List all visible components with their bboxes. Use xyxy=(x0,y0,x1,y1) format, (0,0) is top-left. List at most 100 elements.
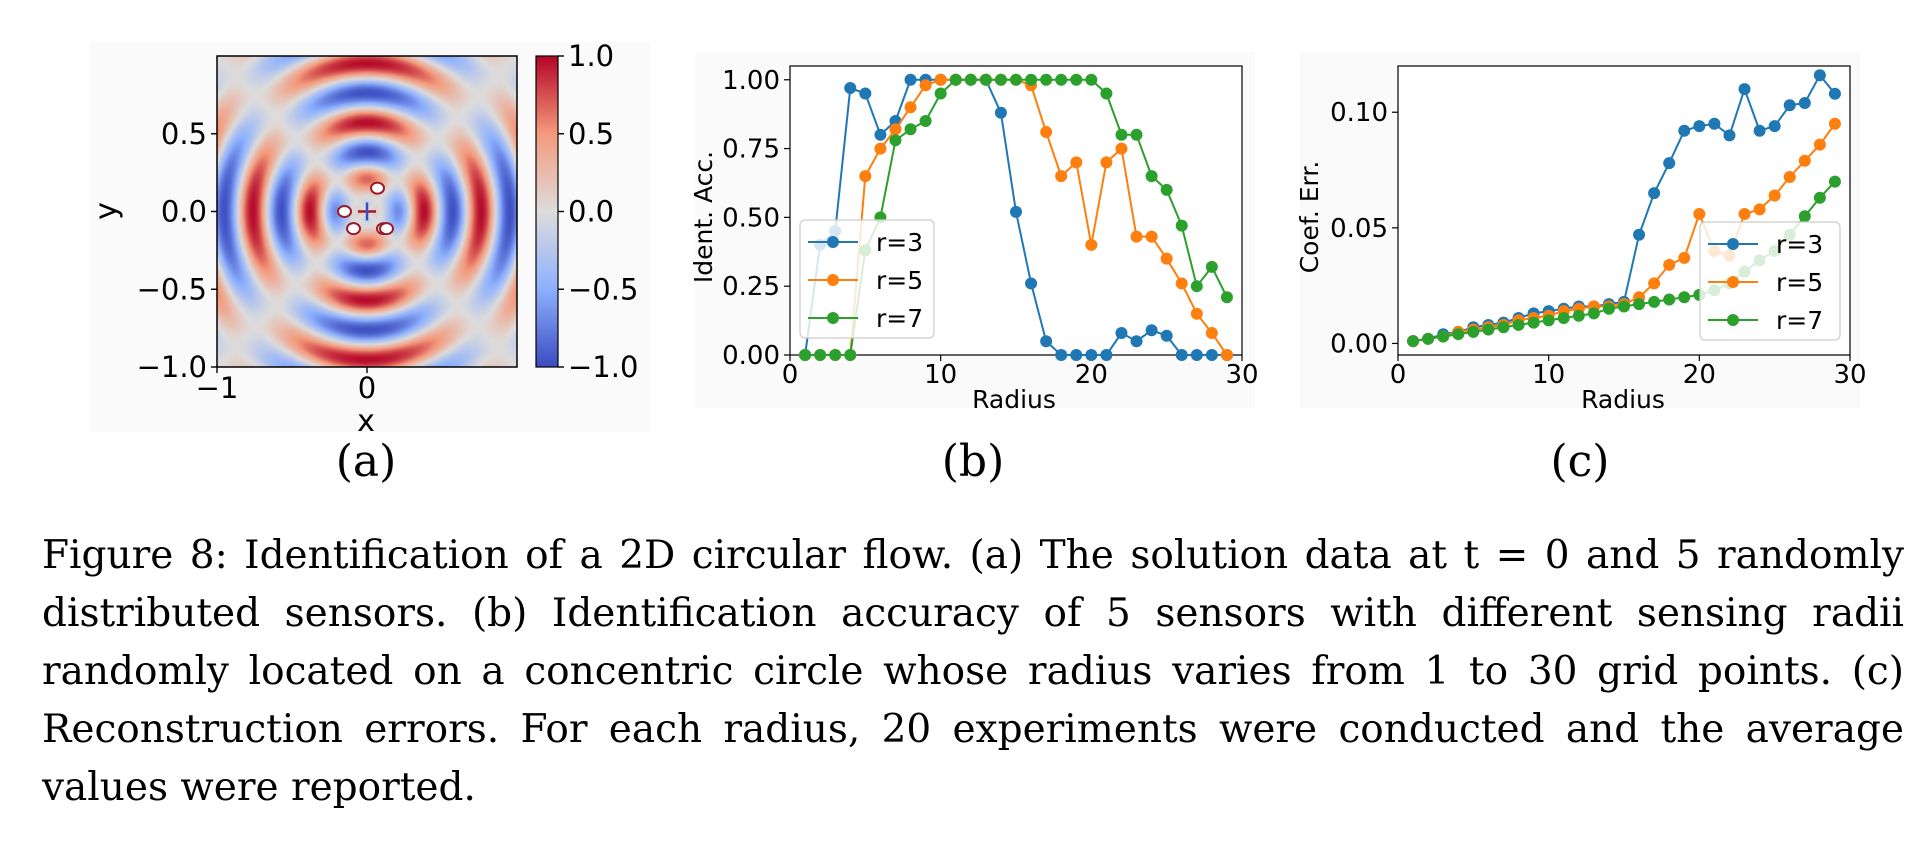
data-point-r=5 xyxy=(1678,251,1691,264)
data-point-r=7 xyxy=(1175,219,1188,232)
data-point-r=7 xyxy=(1663,293,1676,306)
data-point-r=3 xyxy=(1708,117,1721,130)
heatmap-y-label: y xyxy=(89,202,124,220)
data-point-r=3 xyxy=(1633,228,1646,241)
data-point-r=7 xyxy=(1452,328,1465,341)
panel-b-label: (b) xyxy=(942,436,1005,487)
data-point-r=7 xyxy=(1798,210,1811,223)
data-point-r=7 xyxy=(1587,307,1600,320)
legend-marker-r=3 xyxy=(1727,238,1739,250)
x-tick-label: 0 xyxy=(1390,360,1407,390)
data-point-r=7 xyxy=(829,349,842,361)
heatmap-y-tick-label: 0.0 xyxy=(161,195,207,229)
data-point-r=5 xyxy=(1130,230,1143,243)
data-point-r=7 xyxy=(1190,280,1203,293)
data-point-r=7 xyxy=(919,115,932,128)
x-tick-label: 30 xyxy=(1225,360,1258,390)
sensor-marker xyxy=(379,222,394,236)
data-point-r=7 xyxy=(799,349,812,361)
panel-c-label: (c) xyxy=(1551,436,1610,487)
data-point-r=3 xyxy=(1100,349,1113,361)
data-point-r=5 xyxy=(1663,258,1676,271)
y-tick-label: 0.25 xyxy=(722,272,780,302)
data-point-r=5 xyxy=(1145,230,1158,243)
data-point-r=3 xyxy=(874,128,887,141)
data-point-r=7 xyxy=(1160,183,1173,196)
data-point-r=7 xyxy=(979,73,992,86)
data-point-r=3 xyxy=(1025,277,1038,290)
data-point-r=7 xyxy=(1557,312,1570,325)
data-point-r=7 xyxy=(1828,175,1841,188)
data-point-r=5 xyxy=(1115,142,1128,155)
colorbar-tick-label: −1.0 xyxy=(568,350,638,384)
data-point-r=7 xyxy=(1055,73,1068,86)
data-point-r=3 xyxy=(904,73,917,86)
data-point-r=3 xyxy=(1190,349,1203,361)
legend-label-r=7: r=7 xyxy=(876,304,923,333)
colorbar-tick-label: 0.0 xyxy=(568,195,614,229)
legend-label-r=5: r=5 xyxy=(1776,268,1823,297)
data-point-r=7 xyxy=(1040,73,1053,86)
data-point-r=5 xyxy=(904,101,917,114)
data-point-r=7 xyxy=(904,123,917,136)
data-point-r=7 xyxy=(1220,291,1233,304)
heatmap-y-tick-label: 0.5 xyxy=(161,117,207,151)
y-tick-label: 1.00 xyxy=(722,66,780,96)
y-tick-label: 0.10 xyxy=(1330,98,1388,128)
data-point-r=5 xyxy=(1040,126,1053,139)
data-point-r=5 xyxy=(1160,252,1173,265)
data-point-r=3 xyxy=(1828,87,1841,100)
data-point-r=7 xyxy=(1070,73,1083,86)
data-point-r=5 xyxy=(1175,277,1188,290)
data-point-r=5 xyxy=(1798,154,1811,167)
heatmap-y-tick-label: −0.5 xyxy=(137,272,207,306)
accuracy-chart: 0 10 20 30 0.00 0.25 0.50 0.75 1.00 r=3 r=5 r=7 Ide… xyxy=(689,65,1259,487)
data-point-r=5 xyxy=(1220,349,1233,361)
y-tick-label: 0.00 xyxy=(1330,329,1388,359)
data-point-r=7 xyxy=(1527,316,1540,329)
data-point-r=5 xyxy=(1648,277,1661,290)
data-point-r=7 xyxy=(814,349,827,361)
data-point-r=5 xyxy=(1738,207,1751,220)
sensor-marker xyxy=(346,222,361,236)
data-point-r=7 xyxy=(964,73,977,86)
data-point-r=3 xyxy=(1010,205,1022,218)
heatmap-x-tick-label: 0 xyxy=(358,371,376,405)
data-point-r=7 xyxy=(934,87,947,100)
data-point-r=3 xyxy=(1085,349,1098,361)
y-tick-label: 0.75 xyxy=(722,135,780,165)
data-point-r=7 xyxy=(1085,73,1098,86)
data-point-r=5 xyxy=(1813,138,1826,151)
heatmap-y-tick-label: −1.0 xyxy=(137,350,207,384)
data-point-r=3 xyxy=(1813,69,1826,82)
heatmap-panel: −1 00.50.0−0.5−1.0 y x 1.00.50.0−0.5−1.0 … xyxy=(89,39,638,487)
data-point-r=5 xyxy=(1190,307,1203,320)
legend-label-r=5: r=5 xyxy=(876,266,923,295)
data-point-r=3 xyxy=(1783,99,1796,112)
x-tick-label: 10 xyxy=(924,360,957,390)
figure-caption: Figure 8: Identification of a 2D circula… xyxy=(42,533,1904,810)
x-tick-label: 20 xyxy=(1683,360,1716,390)
data-point-r=7 xyxy=(1130,128,1143,141)
colorbar-tick-label: 0.5 xyxy=(568,117,614,151)
accuracy-x-label: Radius xyxy=(972,385,1056,414)
data-point-r=3 xyxy=(859,87,872,100)
data-point-r=5 xyxy=(1828,117,1841,130)
data-point-r=3 xyxy=(1070,349,1083,361)
data-point-r=3 xyxy=(1115,326,1128,339)
data-point-r=7 xyxy=(1497,321,1510,334)
y-tick-label: 0.05 xyxy=(1330,214,1388,244)
data-point-r=7 xyxy=(1572,309,1585,322)
legend-marker-r=7 xyxy=(1727,314,1739,326)
legend-marker-r=5 xyxy=(827,274,839,286)
data-point-r=7 xyxy=(844,349,857,361)
data-point-r=3 xyxy=(1678,124,1691,137)
data-point-r=3 xyxy=(1130,335,1143,348)
data-point-r=7 xyxy=(949,73,962,86)
data-point-r=7 xyxy=(994,73,1007,86)
data-point-r=5 xyxy=(874,142,887,155)
data-point-r=3 xyxy=(1768,120,1781,133)
data-point-r=5 xyxy=(1070,156,1083,169)
data-point-r=7 xyxy=(1205,260,1218,273)
